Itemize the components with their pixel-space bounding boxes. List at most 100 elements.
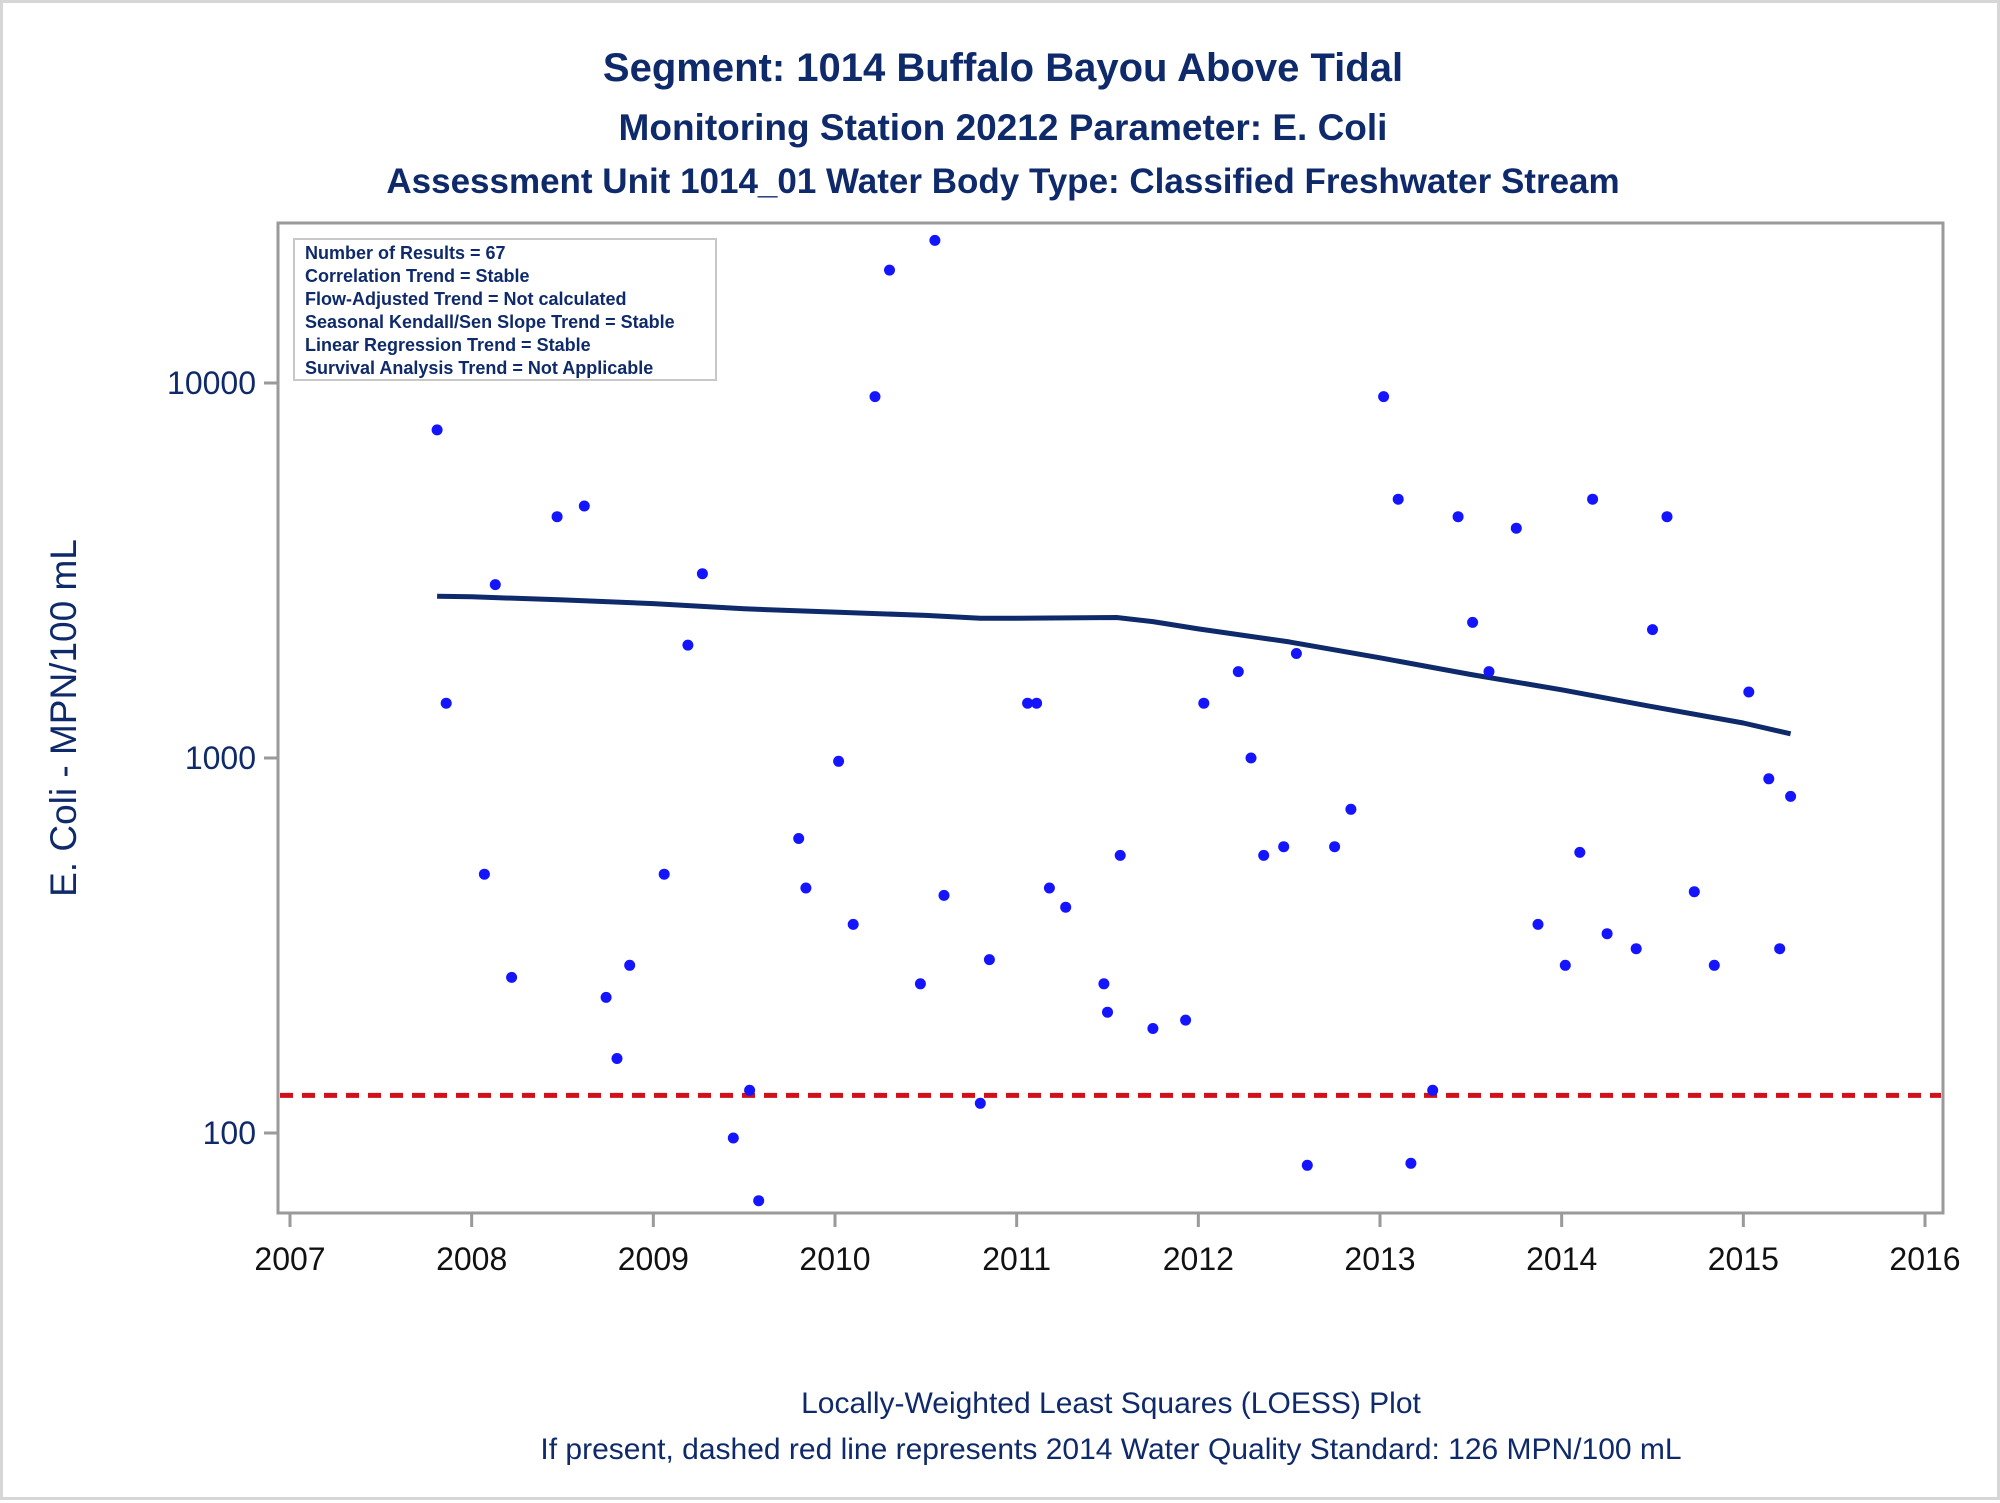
stat-flow-adjusted-trend: Flow-Adjusted Trend = Not calculated xyxy=(305,289,627,309)
stat-linear-regression-trend: Linear Regression Trend = Stable xyxy=(305,335,591,355)
data-point xyxy=(1574,846,1586,858)
data-point xyxy=(847,918,859,930)
data-point xyxy=(1098,978,1110,990)
data-point xyxy=(658,868,670,880)
footnote-loess: Locally-Weighted Least Squares (LOESS) P… xyxy=(801,1387,1421,1420)
data-point xyxy=(793,833,805,844)
data-point xyxy=(1329,841,1341,853)
data-point xyxy=(1301,1159,1313,1171)
loess-group xyxy=(437,593,1792,737)
data-point xyxy=(1378,391,1390,403)
x-tick-label: 2013 xyxy=(1344,1241,1415,1277)
data-point xyxy=(1031,697,1043,709)
loess-curve xyxy=(437,593,1792,737)
x-tick-label: 2008 xyxy=(436,1241,507,1277)
data-point xyxy=(1022,697,1034,709)
data-point xyxy=(1774,943,1786,955)
data-point xyxy=(1630,943,1642,955)
data-point xyxy=(1405,1157,1417,1169)
stat-seasonal-kendall-trend: Seasonal Kendall/Sen Slope Trend = Stabl… xyxy=(305,312,675,332)
data-point xyxy=(938,889,950,901)
data-point xyxy=(1647,624,1658,636)
chart-subtitle-assessment: Assessment Unit 1014_01 Water Body Type:… xyxy=(386,162,1619,201)
data-point xyxy=(1601,928,1613,940)
data-point xyxy=(1559,959,1571,971)
stat-survival-analysis-trend: Survival Analysis Trend = Not Applicable xyxy=(305,358,653,378)
data-point xyxy=(1483,666,1495,678)
chart-title: Segment: 1014 Buffalo Bayou Above Tidal xyxy=(603,46,1403,90)
data-point xyxy=(578,500,590,512)
x-tick-label: 2009 xyxy=(618,1241,689,1277)
data-point xyxy=(1232,666,1244,678)
footnote-standard: If present, dashed red line represents 2… xyxy=(540,1433,1681,1466)
data-point xyxy=(1688,886,1700,898)
data-point xyxy=(744,1084,756,1096)
data-point xyxy=(1763,773,1775,785)
x-tick-label: 2007 xyxy=(254,1241,325,1277)
data-point xyxy=(974,1097,986,1109)
data-point xyxy=(611,1053,623,1064)
data-point xyxy=(1427,1084,1439,1096)
data-points xyxy=(431,234,1797,1207)
data-point xyxy=(624,959,636,971)
chart: Segment: 1014 Buffalo Bayou Above Tidal … xyxy=(43,46,1961,1466)
data-point xyxy=(1510,522,1522,534)
data-point xyxy=(440,697,452,709)
data-point xyxy=(1392,493,1404,505)
data-point xyxy=(929,234,941,246)
data-point xyxy=(682,639,694,651)
data-point xyxy=(1102,1006,1113,1018)
data-point xyxy=(1467,616,1479,628)
data-point xyxy=(551,511,563,523)
data-point xyxy=(1180,1014,1192,1026)
x-tick-label: 2012 xyxy=(1163,1241,1234,1277)
data-point xyxy=(1708,959,1720,971)
data-point xyxy=(696,568,708,580)
stat-correlation-trend: Correlation Trend = Stable xyxy=(305,266,530,286)
x-tick-label: 2011 xyxy=(982,1241,1051,1277)
plot-area xyxy=(276,221,1945,1215)
data-point xyxy=(1278,841,1290,853)
data-point xyxy=(1043,882,1055,894)
data-point xyxy=(727,1132,739,1144)
x-tick-label: 2010 xyxy=(799,1241,870,1277)
data-point xyxy=(431,424,443,436)
data-point xyxy=(1785,790,1797,802)
data-point xyxy=(1114,849,1126,861)
data-point xyxy=(1661,511,1673,523)
data-point xyxy=(1452,511,1464,523)
data-point xyxy=(983,954,995,966)
data-point xyxy=(869,391,881,403)
data-point xyxy=(506,971,518,983)
x-tick-label: 2015 xyxy=(1708,1241,1779,1277)
y-axis-label: E. Coli - MPN/100 mL xyxy=(43,539,84,897)
data-point xyxy=(1532,918,1544,930)
data-point xyxy=(1245,752,1257,764)
data-point xyxy=(914,978,926,990)
x-tick-label: 2016 xyxy=(1889,1241,1960,1277)
stat-number-of-results: Number of Results = 67 xyxy=(305,243,506,263)
data-point xyxy=(1147,1023,1159,1034)
data-point xyxy=(753,1195,765,1207)
chart-subtitle-station: Monitoring Station 20212 Parameter: E. C… xyxy=(619,107,1388,148)
data-point xyxy=(1743,686,1755,698)
data-point xyxy=(884,264,895,276)
y-tick-label: 100 xyxy=(203,1115,256,1151)
data-point xyxy=(1198,697,1210,709)
data-point xyxy=(600,991,612,1003)
y-tick-label: 1000 xyxy=(185,740,256,776)
data-point xyxy=(1345,803,1357,815)
data-point xyxy=(1587,493,1599,505)
data-point xyxy=(489,579,501,591)
x-tick-label: 2014 xyxy=(1526,1241,1597,1277)
axis-ticks: 100 1000 10000 2007 2008 2009 2010 2011 2012 2013… xyxy=(167,365,1961,1277)
data-point xyxy=(478,868,490,880)
data-point xyxy=(1258,849,1270,861)
data-point xyxy=(833,755,845,767)
y-tick-label: 10000 xyxy=(167,365,256,401)
data-point xyxy=(1060,901,1072,913)
data-point xyxy=(800,882,812,894)
stats-box xyxy=(293,238,717,381)
data-point xyxy=(1290,648,1302,659)
